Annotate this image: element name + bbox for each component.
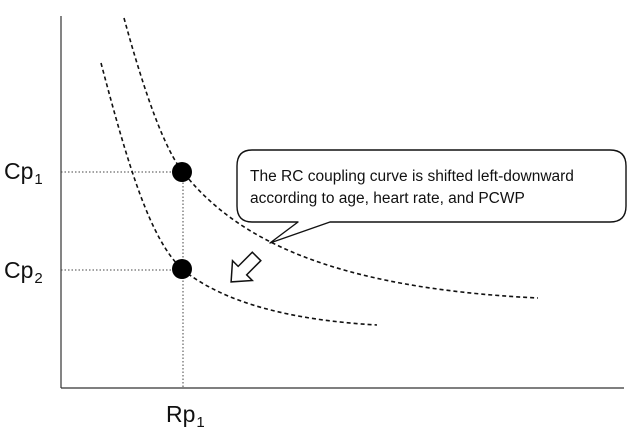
callout-bubble xyxy=(236,149,627,244)
rp1-label: Rp1 xyxy=(166,401,205,431)
shift-arrow-icon xyxy=(230,251,262,283)
callout-text: The RC coupling curve is shifted left-do… xyxy=(250,166,580,210)
point-cp2 xyxy=(172,259,192,279)
callout-line-2: according to age, heart rate, and PCWP xyxy=(250,190,525,207)
callout-line-1: The RC coupling curve is shifted left-do… xyxy=(250,168,574,185)
point-cp1 xyxy=(172,162,192,182)
upper-coupling-curve xyxy=(123,17,539,299)
cp1-label: Cp1 xyxy=(4,158,43,188)
cp2-label: Cp2 xyxy=(4,257,43,287)
